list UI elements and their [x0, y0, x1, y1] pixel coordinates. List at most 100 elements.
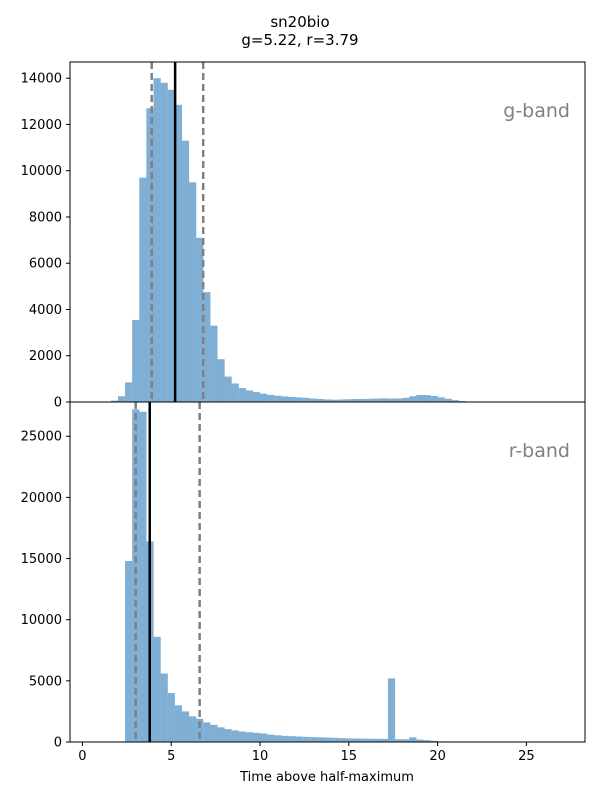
r-band-bar	[260, 733, 268, 742]
g-band-bar	[281, 396, 289, 402]
g-band-bar	[139, 177, 147, 402]
r-band-bar	[416, 739, 424, 742]
g-band-y-tick-label: 10000	[21, 164, 62, 179]
g-band-bar	[302, 397, 310, 402]
r-band-bar	[331, 737, 339, 742]
r-band-bar	[359, 738, 367, 742]
g-band-bar	[423, 395, 431, 402]
g-band-y-tick-label: 8000	[29, 210, 62, 225]
r-band-bar	[203, 722, 211, 742]
r-band-bar	[394, 739, 403, 742]
g-band-bar	[366, 398, 374, 402]
g-band-bar	[217, 359, 225, 402]
g-band-bar	[117, 396, 126, 402]
g-band-bar	[387, 398, 396, 402]
g-band-bar	[167, 89, 175, 402]
r-band-bar	[380, 738, 389, 742]
r-band-bar	[288, 736, 296, 742]
g-band-bar	[309, 398, 317, 402]
g-band-y-tick-label: 12000	[21, 118, 62, 133]
x-tick-label: 10	[252, 749, 269, 764]
x-tick-label: 15	[341, 749, 358, 764]
g-band-bar	[181, 140, 190, 402]
g-band-bar	[260, 393, 268, 402]
r-band-bar	[267, 734, 275, 742]
r-band-bar	[252, 732, 261, 742]
g-band-y-tick-label: 0	[54, 396, 62, 411]
g-band-bar	[238, 388, 246, 402]
g-band-bar	[316, 398, 325, 402]
r-band-bar	[167, 693, 175, 742]
g-band-bar	[188, 182, 197, 402]
r-band-bar	[210, 724, 218, 742]
r-band-y-tick-label: 0	[54, 736, 62, 751]
x-tick-label: 20	[429, 749, 446, 764]
r-band-bar	[274, 735, 282, 742]
g-band-bar	[437, 397, 445, 402]
g-band-bar	[224, 376, 232, 402]
r-band-bar	[387, 678, 396, 742]
g-band-label: g-band	[503, 100, 570, 122]
chart-subtitle: g=5.22, r=3.79	[241, 31, 358, 49]
r-band-bar	[373, 738, 381, 742]
g-band-bar	[274, 395, 282, 402]
r-band-y-tick-label: 20000	[21, 491, 62, 506]
g-band-bar	[451, 400, 460, 402]
g-band-y-tick-label: 2000	[29, 349, 62, 364]
g-band-bar	[252, 392, 261, 402]
r-band-axes-frame	[69, 401, 586, 743]
r-band-bar	[295, 736, 303, 742]
g-band-bar	[125, 382, 133, 402]
r-band-bar	[132, 409, 140, 742]
r-band-bar	[345, 738, 353, 742]
g-band-bar	[132, 319, 140, 402]
r-band-bar	[352, 738, 360, 742]
r-band-bar	[181, 711, 190, 742]
x-axis-ticks: 0 5 10 15 20 25	[78, 742, 535, 764]
r-band-bar	[174, 705, 183, 742]
g-band-bar	[338, 399, 346, 402]
g-band-bar	[409, 396, 417, 402]
r-band-y-tick-label: 15000	[21, 552, 62, 567]
r-band-bar	[430, 740, 438, 742]
r-band-bar	[281, 735, 289, 742]
r-band-bar	[316, 737, 325, 742]
g-band-bar	[402, 397, 410, 402]
r-band-bar	[160, 673, 168, 742]
g-band-bar	[245, 390, 254, 402]
g-band-bar	[146, 108, 154, 402]
chart-title: sn20bio	[270, 13, 329, 31]
g-band-bar	[373, 398, 381, 402]
g-band-bar	[160, 82, 168, 402]
r-band-bar	[196, 718, 204, 742]
g-band-bar	[174, 104, 183, 402]
r-band-bar	[302, 736, 310, 742]
g-band-y-tick-label: 14000	[21, 72, 62, 87]
r-band-bar	[153, 636, 161, 742]
x-tick-label: 25	[518, 749, 535, 764]
r-band-label: r-band	[509, 440, 570, 462]
g-band-bar	[345, 399, 353, 402]
g-band-bar	[295, 397, 303, 402]
g-band-bar	[352, 398, 360, 402]
g-band-bar	[231, 383, 239, 402]
g-band-bar	[444, 398, 452, 402]
r-band-bar	[338, 738, 346, 742]
g-band-bar	[110, 400, 119, 402]
g-band-bar	[323, 399, 332, 402]
r-band-bar	[188, 716, 197, 742]
g-band-bar	[430, 395, 438, 402]
r-band-y-tick-label: 25000	[21, 430, 62, 445]
g-band-y-tick-label: 6000	[29, 257, 62, 272]
g-band-bar	[153, 78, 161, 402]
g-band-bar	[380, 398, 389, 402]
g-band-y-tick-label: 4000	[29, 303, 62, 318]
g-band-bar	[203, 292, 211, 402]
g-band-bar	[394, 398, 403, 402]
x-axis-label: Time above half-maximum	[239, 770, 414, 785]
r-band-bar	[224, 729, 232, 742]
g-band-bar	[359, 398, 367, 402]
r-band-bar	[217, 727, 225, 742]
g-band-bar	[416, 395, 424, 402]
